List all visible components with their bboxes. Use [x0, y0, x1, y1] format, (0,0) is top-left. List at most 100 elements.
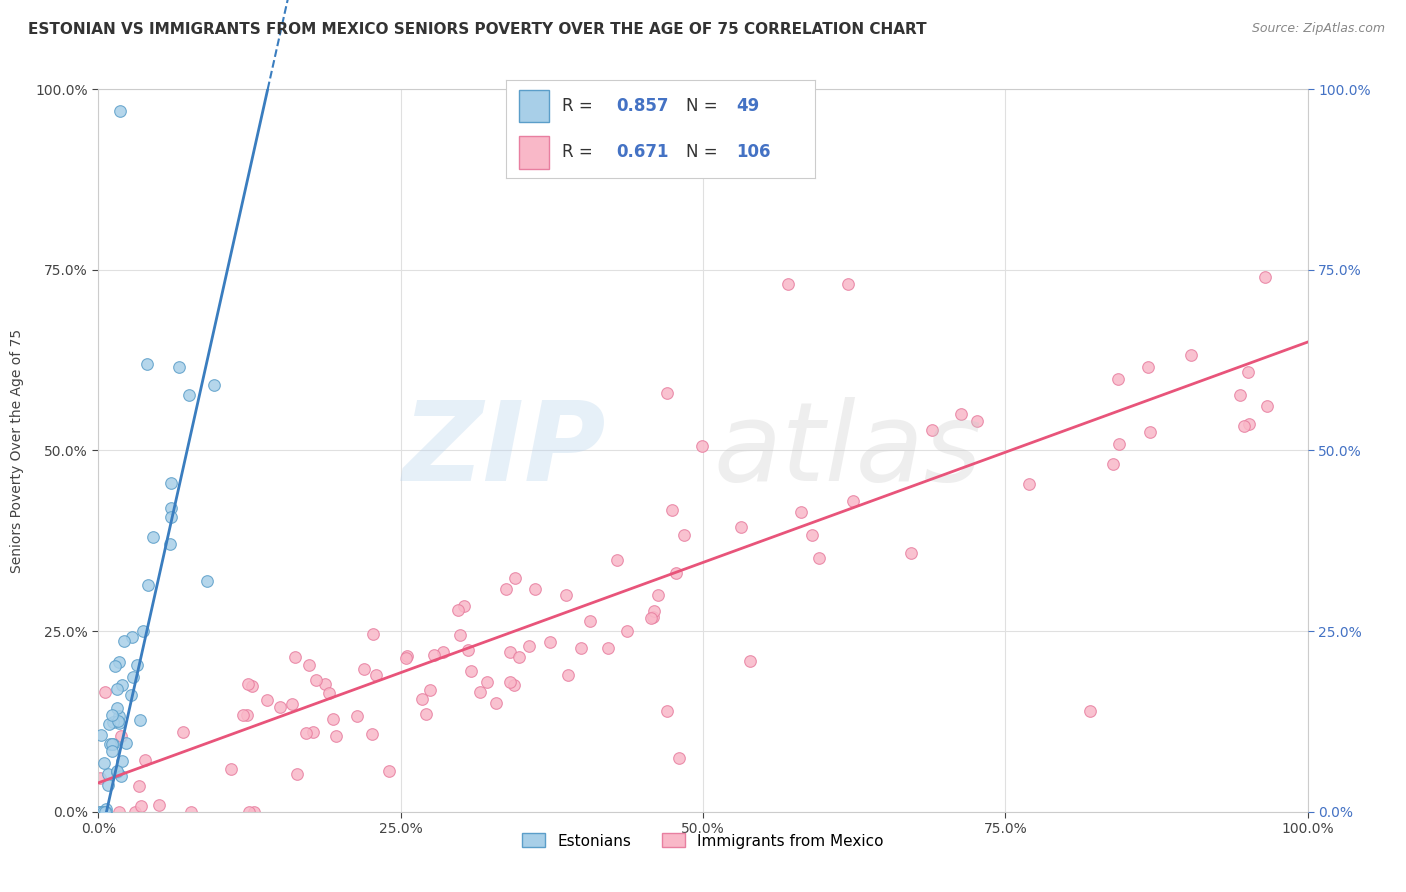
Point — [105, 682, 128, 697]
Point — [1256, 400, 1278, 414]
Point — [98, 738, 121, 752]
Point — [131, 624, 153, 638]
Point — [423, 648, 446, 662]
Point — [295, 726, 318, 740]
Point — [1107, 372, 1129, 386]
Legend: Estonians, Immigrants from Mexico: Estonians, Immigrants from Mexico — [516, 828, 890, 855]
Text: N =: N = — [686, 97, 723, 115]
Point — [219, 762, 242, 776]
Point — [432, 645, 454, 659]
Point — [457, 643, 479, 657]
Point — [125, 657, 148, 672]
Point — [91, 805, 114, 819]
Text: atlas: atlas — [714, 397, 983, 504]
Point — [90, 728, 112, 742]
Point — [159, 537, 181, 551]
Point — [96, 805, 118, 819]
Y-axis label: Seniors Poverty Over the Age of 75: Seniors Poverty Over the Age of 75 — [10, 328, 24, 573]
Point — [120, 688, 142, 702]
Point — [1229, 388, 1251, 402]
Point — [172, 724, 194, 739]
Point — [305, 673, 328, 687]
Point — [837, 277, 859, 292]
Point — [101, 737, 124, 751]
Point — [665, 566, 688, 580]
Point — [108, 805, 131, 819]
Text: 0.857: 0.857 — [616, 97, 668, 115]
Point — [177, 388, 200, 402]
Point — [360, 727, 382, 741]
Point — [1254, 270, 1277, 285]
Point — [97, 778, 120, 792]
Point — [1180, 348, 1202, 362]
Point — [238, 805, 260, 819]
Point — [346, 709, 368, 723]
Point — [243, 805, 266, 819]
Text: ESTONIAN VS IMMIGRANTS FROM MEXICO SENIORS POVERTY OVER THE AGE OF 75 CORRELATIO: ESTONIAN VS IMMIGRANTS FROM MEXICO SENIO… — [28, 22, 927, 37]
Point — [284, 650, 307, 665]
Point — [1101, 457, 1123, 471]
Point — [485, 697, 508, 711]
Point — [232, 708, 254, 723]
Point — [740, 654, 762, 668]
Point — [94, 805, 117, 819]
Point — [900, 546, 922, 560]
Point — [121, 630, 143, 644]
Point — [97, 766, 120, 780]
Point — [281, 697, 304, 711]
Point — [160, 501, 183, 516]
Point — [1136, 359, 1159, 374]
Point — [596, 641, 619, 656]
Point — [606, 553, 628, 567]
Text: R =: R = — [562, 143, 598, 161]
Point — [325, 729, 347, 743]
Point — [180, 805, 202, 819]
Point — [142, 530, 165, 544]
Point — [808, 551, 831, 566]
Point — [318, 686, 340, 700]
Point — [108, 715, 131, 730]
Point — [502, 678, 524, 692]
Point — [105, 764, 128, 778]
Point — [112, 634, 135, 648]
Point — [111, 678, 134, 692]
Point — [100, 737, 122, 751]
Point — [105, 765, 128, 780]
Point — [579, 615, 602, 629]
Point — [101, 714, 124, 729]
Point — [643, 604, 665, 618]
Point — [256, 692, 278, 706]
Point — [101, 708, 124, 723]
Text: Source: ZipAtlas.com: Source: ZipAtlas.com — [1251, 22, 1385, 36]
Point — [554, 588, 576, 602]
Point — [363, 627, 385, 641]
Text: 0.671: 0.671 — [616, 143, 668, 161]
Point — [395, 649, 418, 664]
Point — [195, 574, 218, 588]
Point — [643, 609, 665, 624]
Point — [730, 520, 752, 534]
Point — [655, 704, 678, 718]
Point — [269, 700, 291, 714]
Point — [94, 805, 117, 819]
Point — [921, 423, 943, 437]
Point — [1018, 477, 1040, 491]
Point — [101, 743, 124, 757]
Point — [1237, 417, 1260, 431]
Point — [800, 528, 823, 542]
Point — [499, 675, 522, 690]
Point — [89, 805, 111, 819]
Point — [94, 802, 117, 816]
Point — [298, 658, 321, 673]
Point — [160, 476, 183, 491]
Point — [97, 717, 120, 731]
Point — [93, 756, 115, 770]
Point — [776, 277, 799, 292]
Point — [790, 505, 813, 519]
Point — [160, 509, 183, 524]
Point — [134, 753, 156, 767]
Point — [395, 651, 418, 665]
Point — [148, 797, 170, 812]
Point — [236, 677, 259, 691]
Point — [94, 685, 117, 699]
